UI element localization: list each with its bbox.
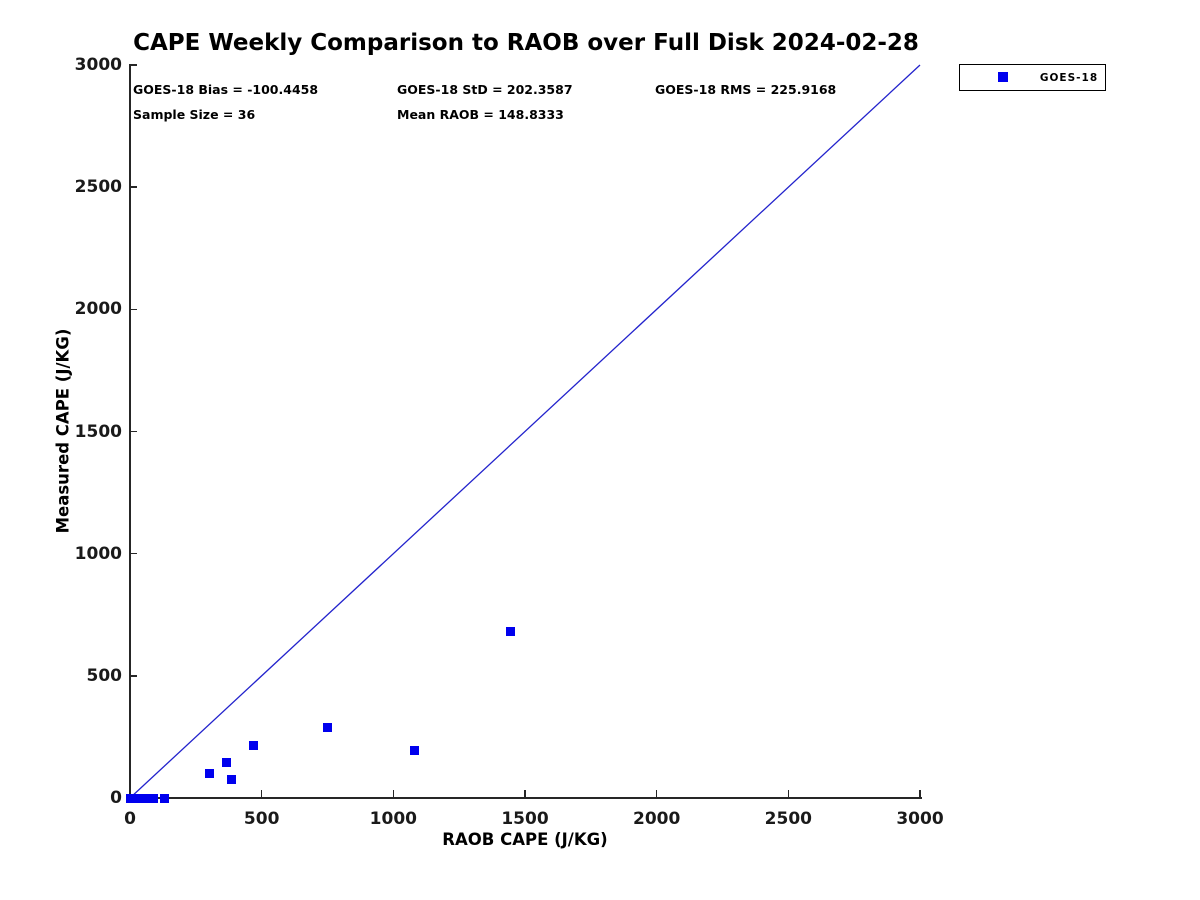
data-point-marker — [204, 769, 214, 779]
data-point-marker — [506, 627, 516, 637]
data-point-marker — [159, 793, 169, 803]
y-tick-label: 2500 — [74, 177, 122, 198]
chart-title: CAPE Weekly Comparison to RAOB over Full… — [133, 30, 919, 56]
legend: GOES-18 — [959, 64, 1106, 91]
data-point-marker — [409, 745, 419, 755]
y-tick-label: 0 — [110, 788, 122, 808]
y-tick-mark — [130, 308, 137, 311]
y-tick-label: 2000 — [74, 299, 122, 320]
x-tick-mark — [392, 790, 395, 797]
x-axis-line — [128, 797, 922, 799]
x-tick-label: 1500 — [501, 809, 549, 829]
y-tick-mark — [130, 186, 137, 188]
stat-rms: GOES-18 RMS = 225.9168 — [655, 82, 837, 97]
stat-mean-raob: Mean RAOB = 148.8333 — [397, 107, 564, 122]
y-axis-line — [128, 64, 131, 799]
y-axis-label: Measured CAPE (J/KG) — [53, 328, 73, 534]
legend-square-marker-icon — [998, 72, 1008, 82]
y-tick-label: 500 — [86, 665, 123, 686]
legend-label: GOES-18 — [1039, 72, 1099, 84]
data-point-marker — [323, 722, 332, 732]
x-tick-label: 0 — [124, 809, 136, 829]
x-tick-label: 3000 — [896, 809, 944, 829]
data-point-marker — [221, 758, 231, 768]
y-tick-mark — [130, 675, 137, 677]
x-tick-mark — [919, 790, 921, 797]
y-tick-mark — [130, 430, 137, 433]
data-point-marker — [148, 793, 158, 803]
x-tick-mark — [655, 790, 658, 797]
x-axis-label: RAOB CAPE (J/KG) — [442, 830, 608, 849]
data-point-marker — [249, 740, 259, 750]
x-tick-mark — [787, 790, 790, 797]
stat-std: GOES-18 StD = 202.3587 — [397, 82, 573, 97]
y-tick-mark — [130, 64, 137, 66]
y-tick-label: 3000 — [74, 55, 122, 75]
y-tick-label: 1000 — [74, 543, 122, 564]
x-tick-mark — [524, 790, 526, 797]
y-tick-label: 1500 — [74, 421, 122, 442]
x-tick-label: 1000 — [369, 809, 417, 829]
y-tick-mark — [130, 552, 137, 555]
x-tick-label: 500 — [243, 809, 280, 829]
data-point-marker — [226, 775, 236, 785]
stat-bias: GOES-18 Bias = -100.4458 — [133, 82, 319, 97]
stat-sample-size: Sample Size = 36 — [133, 107, 256, 122]
x-tick-mark — [260, 790, 263, 797]
x-tick-label: 2000 — [632, 809, 681, 829]
x-tick-label: 2500 — [764, 809, 812, 829]
